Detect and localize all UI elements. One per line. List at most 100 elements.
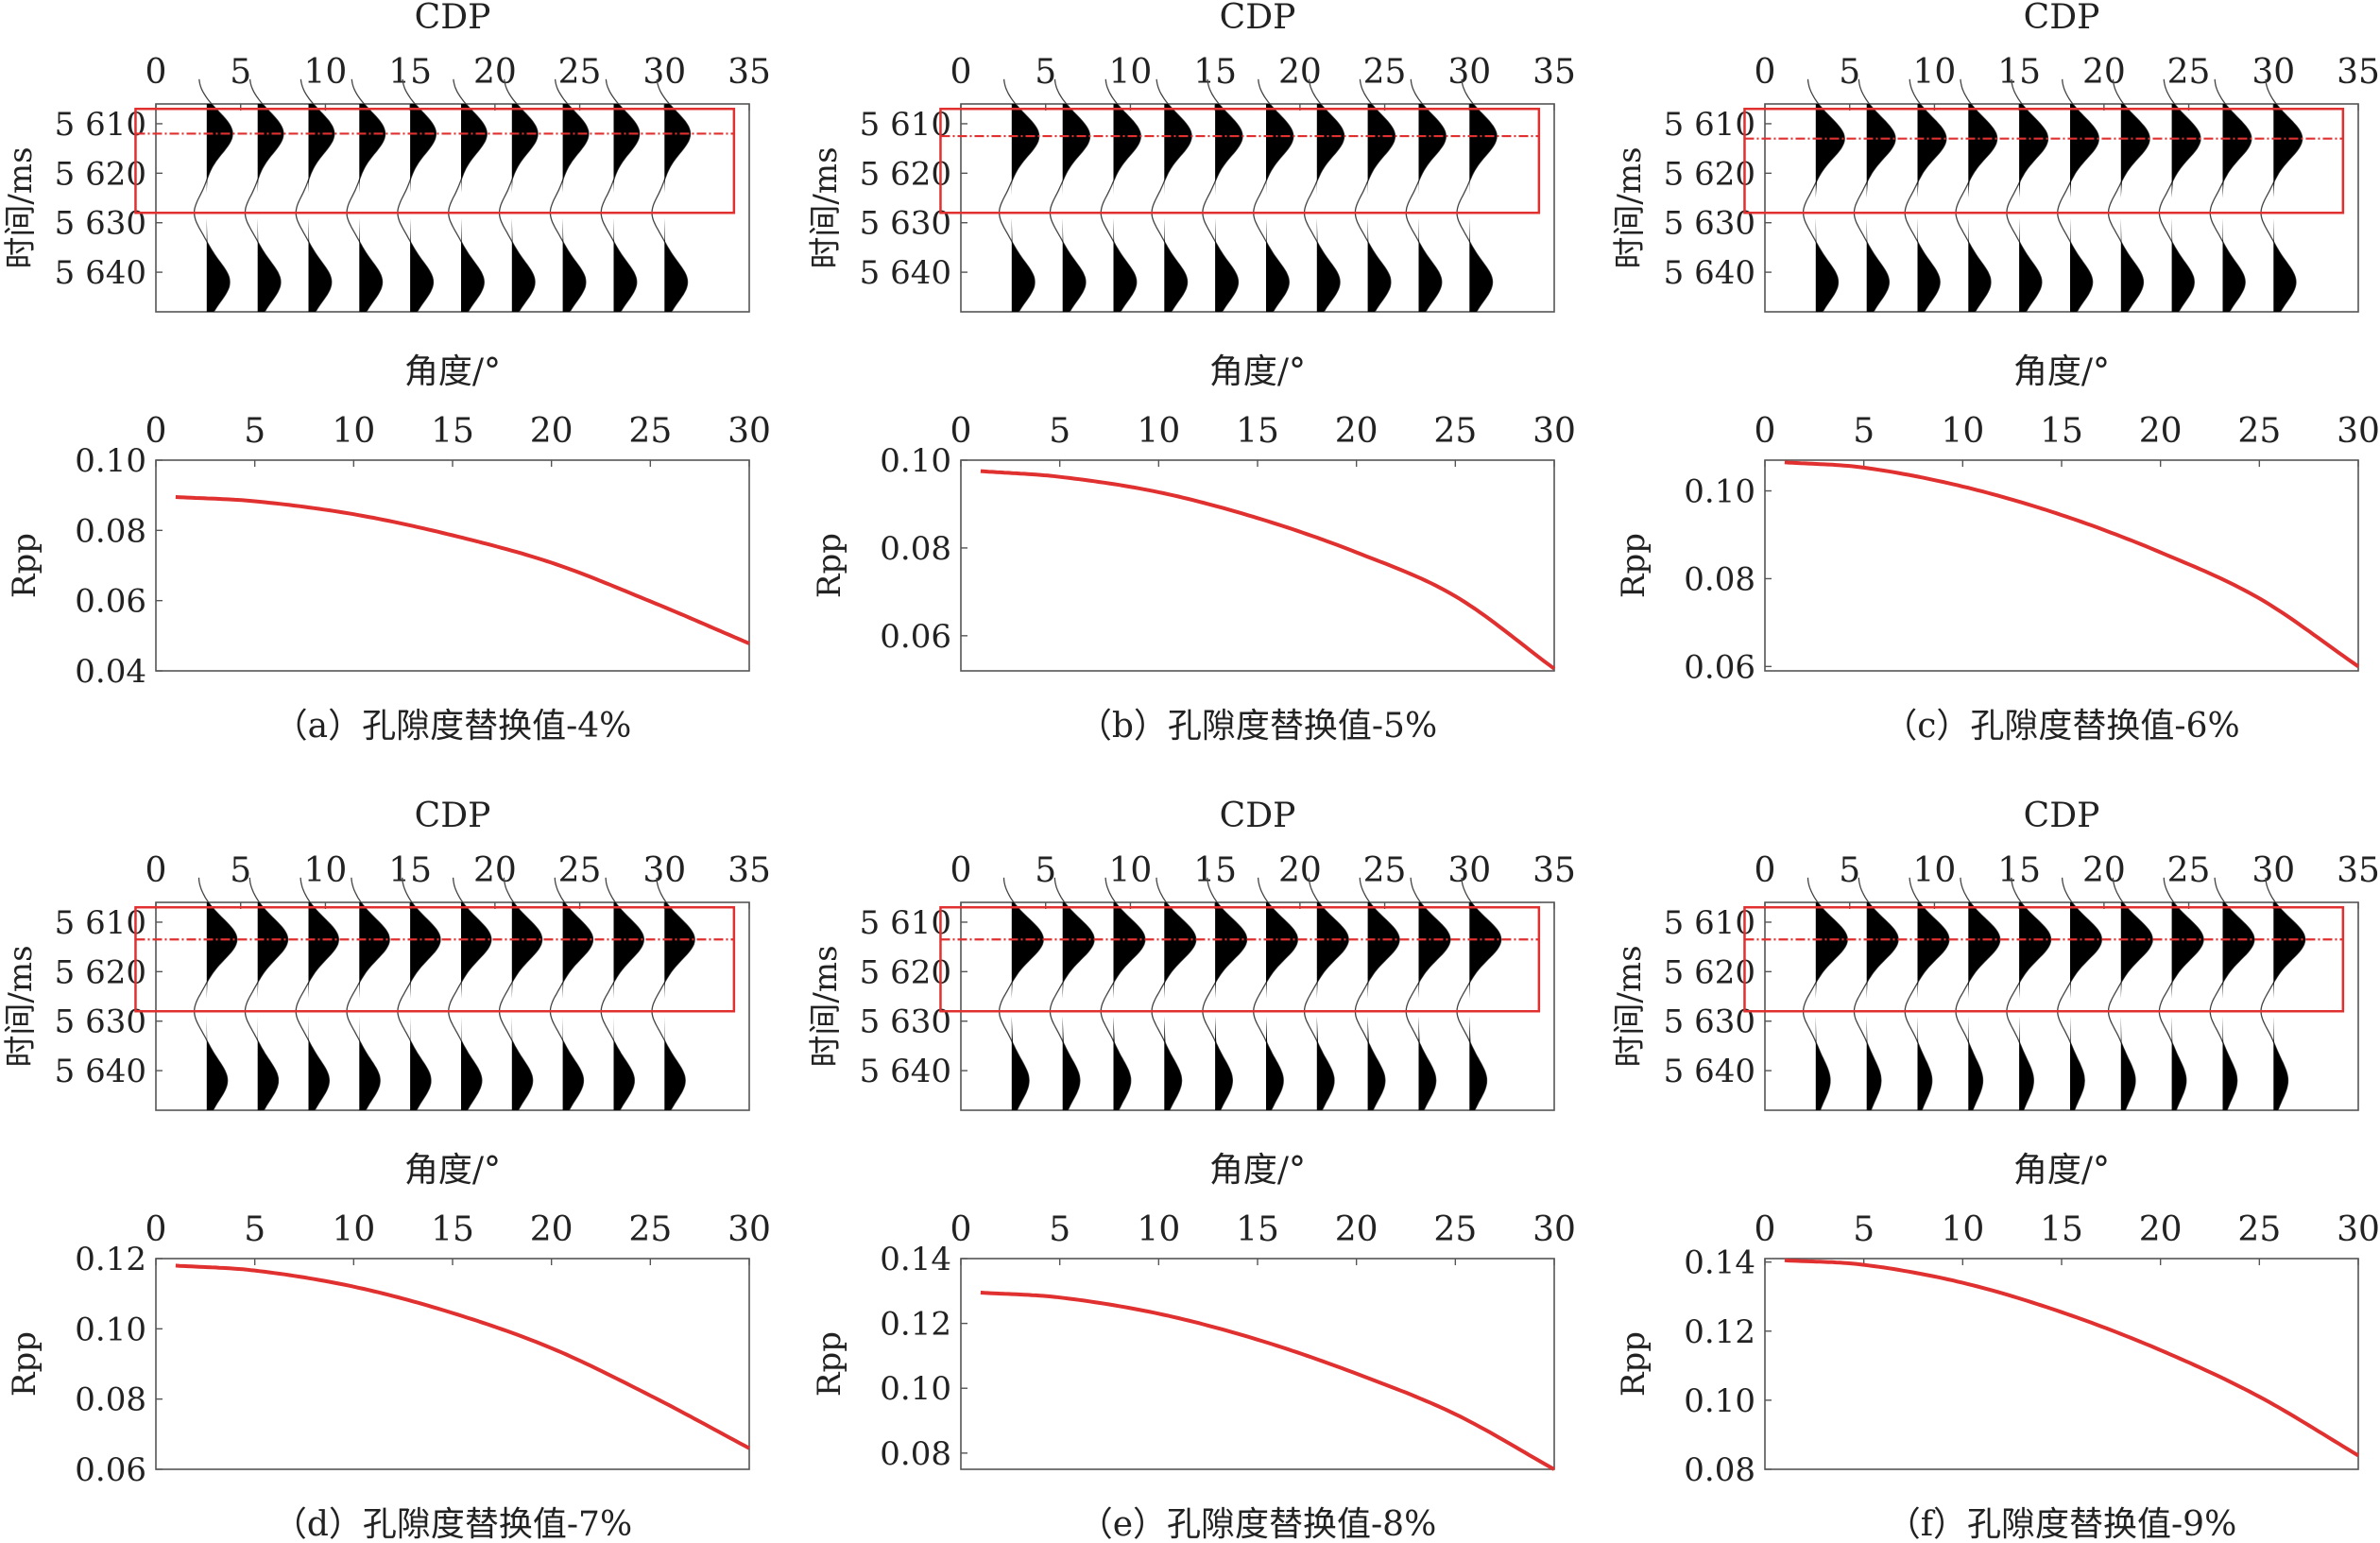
panel-d: CDP 0 5 10 15 20 25 30 35 5 610 5 620 5 630 5 640 时间/… bbox=[2, 797, 771, 1543]
trace-fill-top bbox=[664, 902, 695, 1000]
angle-tick-label: 30 bbox=[1532, 1210, 1576, 1249]
trace-fill-top bbox=[562, 104, 589, 194]
angle-axis-title: 角度/° bbox=[404, 1151, 501, 1190]
trace-fill-bottom bbox=[257, 217, 281, 312]
time-tick-label: 5 640 bbox=[860, 254, 951, 292]
panel-a: CDP 0 5 10 15 20 25 30 35 5 610 5 620 5 630 5 640 时间/… bbox=[2, 0, 771, 746]
cdp-tick-label: 30 bbox=[1447, 53, 1491, 92]
time-tick-label: 5 610 bbox=[55, 106, 146, 144]
rpp-tick-label: 0.06 bbox=[1684, 648, 1755, 686]
trace-fill-bottom bbox=[1215, 1016, 1233, 1110]
trace-fill-bottom bbox=[1917, 1016, 1932, 1110]
angle-tick-label: 10 bbox=[332, 412, 375, 451]
trace-fill-top bbox=[2120, 902, 2153, 1000]
rpp-tick-label: 0.08 bbox=[75, 512, 146, 550]
trace-fill-bottom bbox=[1011, 217, 1036, 312]
rpp-tick-label: 0.04 bbox=[75, 653, 146, 691]
time-tick-label: 5 630 bbox=[860, 205, 951, 243]
trace-fill-top bbox=[1866, 902, 1899, 1000]
trace-fill-top bbox=[2171, 902, 2204, 1000]
cdp-tick-label: 35 bbox=[728, 851, 771, 890]
cdp-tick-label: 35 bbox=[728, 53, 771, 92]
trace-fill-bottom bbox=[461, 217, 485, 312]
seismic-frame bbox=[960, 901, 1555, 1111]
trace-fill-bottom bbox=[2273, 1016, 2288, 1110]
trace-fill-top bbox=[359, 902, 390, 1000]
time-axis-title: 时间/ms bbox=[807, 146, 845, 268]
angle-axis-title: 角度/° bbox=[1209, 352, 1306, 391]
trace-fill-bottom bbox=[2222, 1016, 2237, 1110]
angle-axis-title: 角度/° bbox=[2013, 1151, 2110, 1190]
trace-fill-top bbox=[1164, 902, 1196, 1000]
cdp-tick-label: 5 bbox=[1035, 851, 1056, 890]
panel-caption: （d）孔隙度替换值-7% bbox=[273, 1505, 632, 1543]
time-tick-label: 5 630 bbox=[860, 1003, 951, 1041]
panel-c: CDP 0 5 10 15 20 25 30 35 5 610 5 620 5 630 5 640 时间/… bbox=[1611, 0, 2380, 746]
trace-fill-bottom bbox=[1215, 217, 1239, 312]
rpp-tick-label: 0.06 bbox=[75, 1451, 146, 1489]
trace-fill-top bbox=[1469, 104, 1498, 196]
angle-tick-label: 30 bbox=[2337, 1210, 2380, 1249]
trace-fill-top bbox=[359, 104, 385, 194]
rpp-axis-title: Rpp bbox=[6, 533, 43, 598]
trace-fill-bottom bbox=[664, 1016, 686, 1110]
trace-fill-top bbox=[1418, 902, 1450, 1000]
time-tick-label: 5 630 bbox=[55, 1003, 146, 1041]
rpp-curve bbox=[980, 469, 1556, 671]
trace-fill-top bbox=[1062, 902, 1095, 1000]
trace-fill-top bbox=[511, 104, 539, 194]
trace-fill-bottom bbox=[1062, 1016, 1080, 1110]
trace-wiggle bbox=[193, 78, 233, 313]
trace-fill-top bbox=[2070, 104, 2099, 198]
seismic-frame bbox=[1764, 103, 2359, 313]
cdp-tick-label: 10 bbox=[1913, 53, 1957, 92]
time-tick-label: 5 620 bbox=[1664, 953, 1755, 991]
cdp-tick-label: 5 bbox=[1839, 53, 1860, 92]
trace-fill-top bbox=[1866, 104, 1895, 198]
angle-tick-label: 0 bbox=[950, 1210, 972, 1249]
cdp-tick-label: 30 bbox=[642, 851, 686, 890]
trace-fill-bottom bbox=[562, 1016, 584, 1110]
cdp-tick-label: 20 bbox=[1278, 53, 1322, 92]
panel-caption: （e）孔隙度替换值-8% bbox=[1079, 1505, 1437, 1543]
cdp-tick-label: 30 bbox=[642, 53, 686, 92]
angle-tick-label: 30 bbox=[728, 1210, 771, 1249]
trace-fill-top bbox=[257, 902, 288, 1000]
trace-wiggle bbox=[1100, 877, 1146, 1111]
cdp-tick-label: 5 bbox=[1839, 851, 1860, 890]
time-tick-label: 5 610 bbox=[1664, 106, 1755, 144]
seismic-frame bbox=[155, 103, 750, 313]
rpp-tick-label: 0.10 bbox=[75, 442, 146, 480]
time-axis-title: 时间/ms bbox=[2, 945, 40, 1067]
rpp-curve bbox=[980, 1291, 1555, 1471]
angle-tick-label: 5 bbox=[244, 412, 265, 451]
cdp-tick-label: 0 bbox=[950, 53, 972, 92]
trace-fill-top bbox=[1164, 104, 1192, 196]
trace-fill-top bbox=[410, 104, 437, 194]
trace-fill-bottom bbox=[410, 1016, 431, 1110]
cdp-tick-label: 20 bbox=[473, 53, 517, 92]
angle-tick-label: 5 bbox=[1049, 1210, 1070, 1249]
trace-fill-top bbox=[1418, 104, 1447, 196]
trace-fill-top bbox=[461, 902, 491, 1000]
cdp-tick-label: 25 bbox=[2167, 53, 2211, 92]
rpp-axis-title: Rpp bbox=[1615, 1331, 1652, 1397]
trace-fill-top bbox=[1316, 902, 1349, 1000]
trace-fill-bottom bbox=[613, 1016, 635, 1110]
cdp-axis-title: CDP bbox=[2024, 797, 2100, 835]
trace-fill-bottom bbox=[1815, 217, 1839, 312]
trace-fill-bottom bbox=[1418, 217, 1442, 312]
cdp-tick-label: 15 bbox=[388, 53, 432, 92]
trace-wiggle bbox=[295, 78, 335, 313]
angle-tick-label: 5 bbox=[1853, 412, 1875, 451]
trace-fill-top bbox=[2222, 104, 2252, 198]
trace-wiggle bbox=[244, 877, 289, 1111]
angle-tick-label: 20 bbox=[530, 1210, 574, 1249]
trace-wiggle bbox=[2006, 78, 2049, 313]
cdp-tick-label: 10 bbox=[1109, 851, 1153, 890]
time-axis-title: 时间/ms bbox=[2, 146, 40, 268]
cdp-axis-title: CDP bbox=[2024, 0, 2100, 37]
trace-fill-bottom bbox=[613, 217, 637, 312]
cdp-tick-label: 20 bbox=[2082, 53, 2126, 92]
seismic-plot: CDP 0 5 10 15 20 25 30 35 5 610 5 620 5 630 5 640 时间/… bbox=[1611, 797, 2380, 1111]
